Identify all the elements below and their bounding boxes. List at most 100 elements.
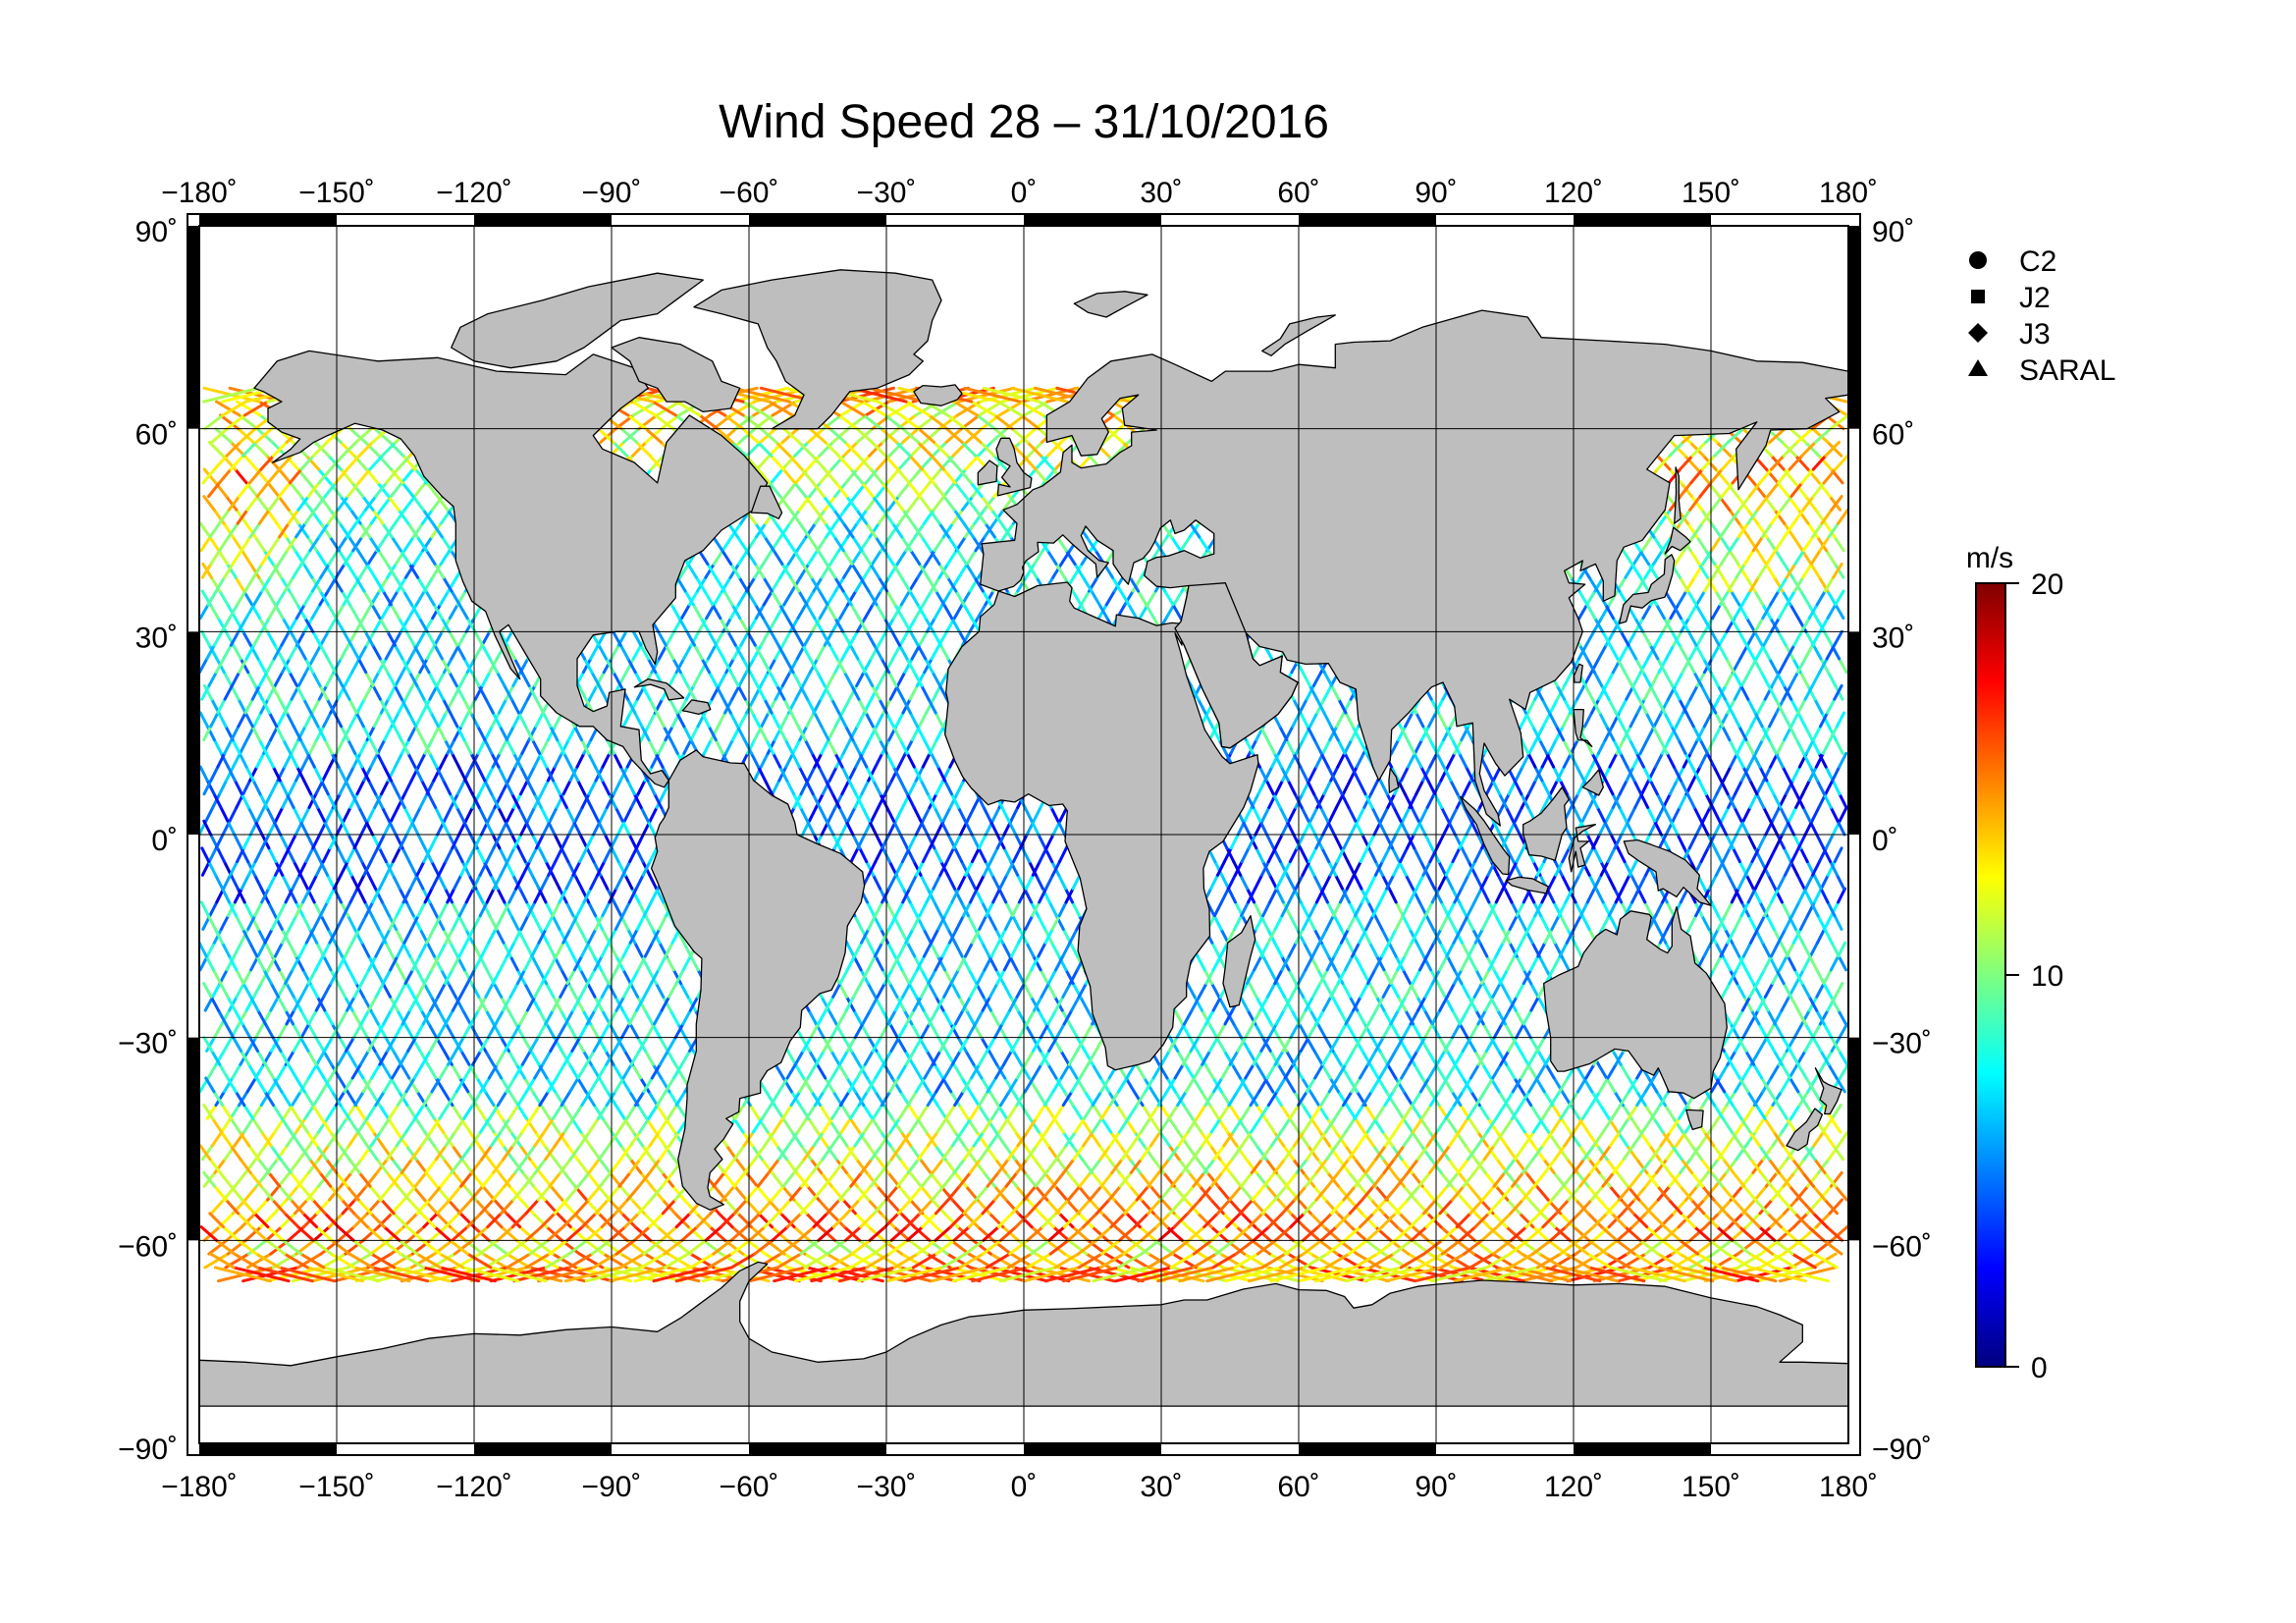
track-segment [874,751,884,769]
track-segment [600,1022,612,1040]
track-segment [764,779,774,796]
track-segment [508,954,519,972]
track-segment [729,400,756,417]
track-segment [312,1225,331,1242]
track-segment [256,941,267,958]
track-segment [374,941,385,958]
track-segment [439,1170,454,1188]
track-segment [605,1049,616,1066]
track-segment [311,914,322,931]
track-segment [562,1049,574,1066]
track-segment [870,643,881,661]
track-segment [504,819,513,837]
track-segment [363,440,381,458]
track-segment [907,1104,920,1120]
track-segment [620,819,631,837]
track-segment [378,846,388,864]
track-segment [469,1184,485,1202]
track-segment [635,995,646,1012]
track-segment [521,860,532,877]
track-segment [665,629,676,647]
track-segment [544,1252,571,1270]
track-segment [649,887,660,904]
track-segment [455,779,466,796]
track-segment [244,521,257,539]
track-segment [1771,1090,1784,1108]
track-segment [390,1198,406,1216]
track-segment [274,860,284,877]
track-segment [540,779,550,796]
track-segment [855,671,866,687]
track-segment [1071,1225,1090,1242]
track-segment [202,1225,222,1242]
track-segment [532,792,543,809]
track-segment [848,1116,861,1134]
track-segment [861,738,872,755]
track-segment [332,873,343,891]
track-segment [726,629,737,647]
track-segment [439,589,451,607]
track-segment [298,873,309,891]
track-segment [506,805,516,823]
track-segment [408,995,419,1012]
track-segment [297,941,308,958]
track-segment [518,887,529,904]
track-segment [301,887,312,904]
track-segment [491,1184,507,1202]
track-segment [435,671,446,687]
track-segment [473,629,484,647]
track-segment [387,1116,400,1134]
track-segment [265,629,277,647]
track-segment [949,1238,971,1256]
track-segment [953,1170,968,1188]
track-segment [1607,1212,1625,1229]
track-segment [389,481,403,499]
track-segment [378,617,390,633]
track-segment [438,1062,450,1080]
track-segment [238,1090,249,1108]
track-segment [780,671,792,687]
track-segment [383,725,394,742]
track-segment [362,765,373,783]
track-segment [552,779,561,796]
track-segment [871,1116,883,1134]
track-segment [728,711,739,729]
track-segment [511,1130,524,1148]
track-segment [342,629,353,647]
track-segment [805,819,816,837]
track-segment [808,805,818,823]
track-segment [866,982,878,999]
track-segment [318,683,329,701]
track-segment [507,887,518,904]
track-segment [246,914,257,931]
track-segment [866,900,876,918]
track-segment [332,575,344,593]
track-segment [243,1225,263,1242]
track-segment [503,900,513,918]
track-segment [478,860,489,877]
frame-segment-left [187,631,199,835]
track-segment [436,495,450,512]
track-segment [516,1104,528,1120]
track-segment [310,603,322,621]
track-segment [440,617,452,633]
track-segment [470,982,481,999]
track-segment [1592,1225,1611,1242]
track-segment [664,1076,675,1094]
track-segment [1796,711,1807,729]
track-segment [444,1212,461,1229]
track-segment [388,1104,400,1120]
track-segment [351,1022,363,1040]
track-segment [1826,440,1843,458]
track-segment [415,968,426,986]
track-segment [246,805,257,823]
track-segment [1057,1212,1075,1229]
track-segment [199,765,209,783]
track-segment [803,738,814,755]
track-segment [1741,1022,1752,1040]
track-segment [427,792,438,809]
track-segment [546,765,557,783]
track-segment [1824,521,1837,539]
track-segment [451,914,461,931]
track-segment [585,846,596,864]
